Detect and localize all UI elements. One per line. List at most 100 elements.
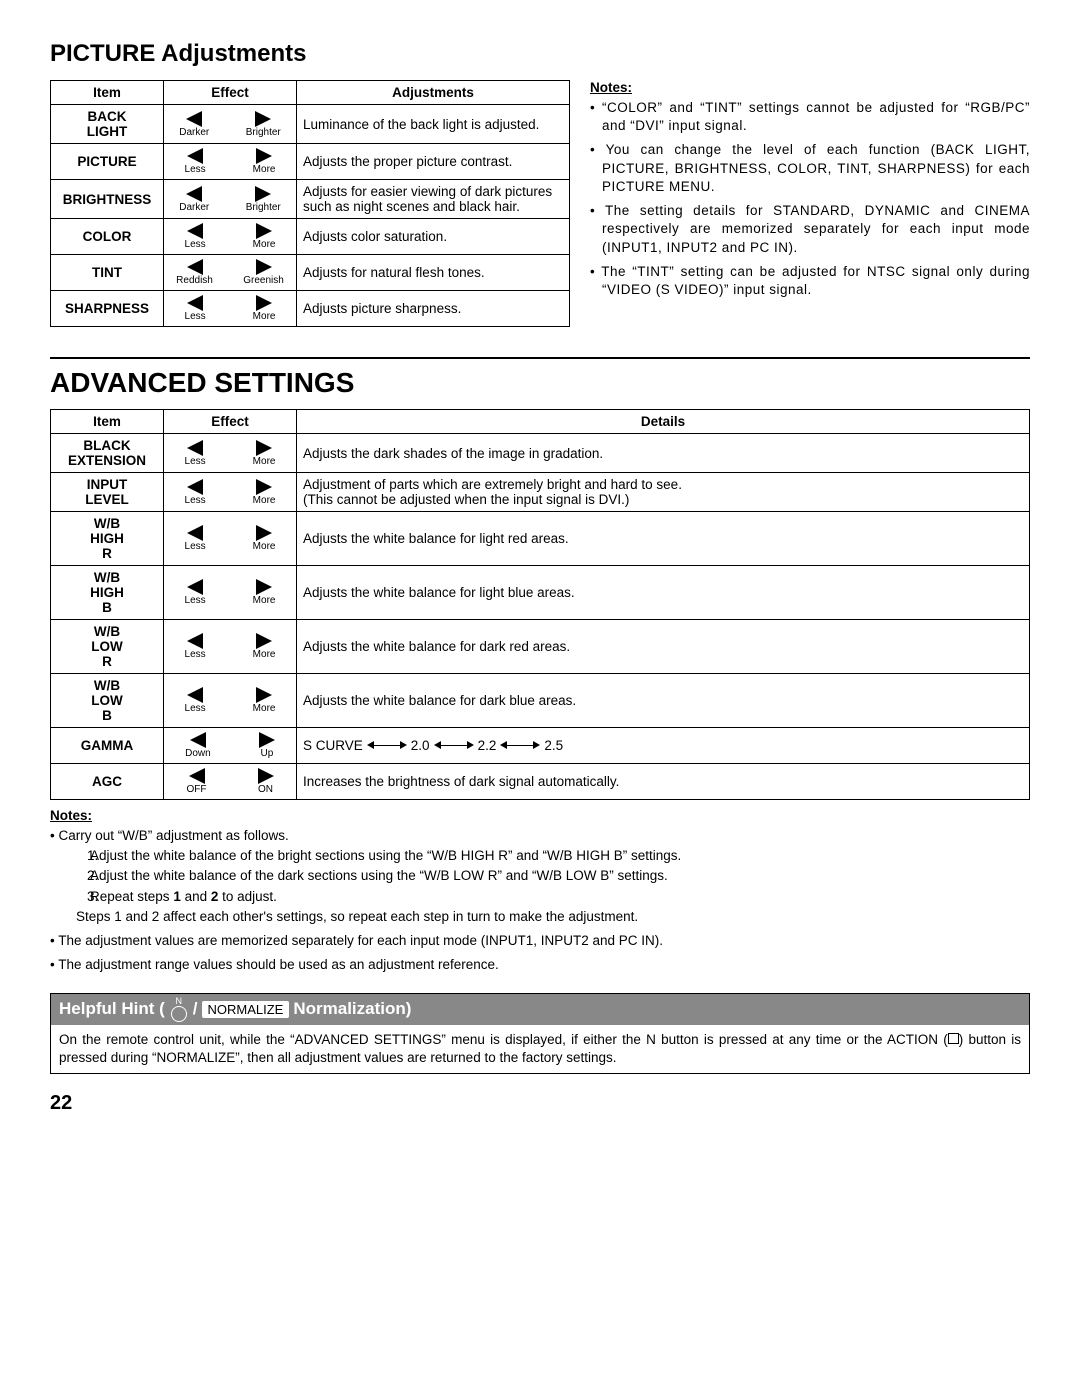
row-effect: Less More [164, 434, 297, 473]
row-adjustment: Adjusts the dark shades of the image in … [297, 434, 1030, 473]
note-item: The adjustment range values should be us… [50, 956, 1030, 974]
table-row: GAMMA Down Up S CURVE2.02.22.5 [51, 728, 1030, 764]
note-item: The adjustment values are memorized sepa… [50, 932, 1030, 950]
row-item: W/BLOWR [51, 620, 164, 674]
arrow-more: Brighter [246, 186, 281, 213]
table-row: BACKLIGHT Darker Brighter Luminance of t… [51, 105, 570, 144]
row-effect: Less More [164, 219, 297, 255]
table-row: AGC OFF ON Increases the brightness of d… [51, 764, 1030, 800]
arrow-more: Brighter [246, 111, 281, 138]
table-row: W/BLOWR Less More Adjusts the white bala… [51, 620, 1030, 674]
triangle-left-icon [187, 223, 203, 239]
row-adjustment: Adjusts the white balance for dark red a… [297, 620, 1030, 674]
triangle-right-icon [256, 633, 272, 649]
arrow-less: Less [185, 579, 206, 606]
arrow-more: Greenish [243, 259, 284, 286]
row-effect: Less More [164, 512, 297, 566]
step-item: Adjust the white balance of the bright s… [102, 847, 1030, 865]
notes-label: Notes: [50, 808, 1030, 823]
table-row: SHARPNESS Less More Adjusts picture shar… [51, 291, 570, 327]
arrow-less: Reddish [176, 259, 213, 286]
row-item: W/BLOWB [51, 674, 164, 728]
table-row: BLACKEXTENSION Less More Adjusts the dar… [51, 434, 1030, 473]
arrow-more: Up [259, 732, 275, 759]
triangle-right-icon [256, 687, 272, 703]
row-item: W/BHIGHB [51, 566, 164, 620]
th-item: Item [51, 81, 164, 105]
row-item: SHARPNESS [51, 291, 164, 327]
table-row: PICTURE Less More Adjusts the proper pic… [51, 144, 570, 180]
notes2-after-steps: Steps 1 and 2 affect each other's settin… [88, 908, 1030, 926]
triangle-left-icon [187, 525, 203, 541]
arrow-more: More [253, 223, 276, 250]
step-item: Adjust the white balance of the dark sec… [102, 867, 1030, 885]
arrow-more: More [253, 479, 276, 506]
triangle-right-icon [255, 186, 271, 202]
arrow-less: Less [185, 223, 206, 250]
row-effect: Less More [164, 473, 297, 512]
arrow-more: More [253, 579, 276, 606]
arrow-less: Less [185, 148, 206, 175]
arrow-less: Darker [179, 111, 209, 138]
row-adjustment: Adjusts the white balance for light blue… [297, 566, 1030, 620]
normalize-button-label: NORMALIZE [202, 1001, 290, 1018]
row-adjustment: Adjusts for natural flesh tones. [297, 255, 570, 291]
notes-bottom: Notes: Carry out “W/B” adjustment as fol… [50, 808, 1030, 975]
th-adjustments: Adjustments [297, 81, 570, 105]
arrow-less: Less [185, 633, 206, 660]
arrow-less: OFF [187, 768, 207, 795]
row-item: INPUTLEVEL [51, 473, 164, 512]
gamma-sequence: S CURVE2.02.22.5 [303, 738, 563, 753]
note-item: The setting details for STANDARD, DYNAMI… [590, 202, 1030, 257]
triangle-right-icon [256, 259, 272, 275]
advanced-settings-table: Item Effect Details BLACKEXTENSION Less … [50, 409, 1030, 800]
row-item: TINT [51, 255, 164, 291]
row-adjustment: Adjustment of parts which are extremely … [297, 473, 1030, 512]
row-effect: Less More [164, 620, 297, 674]
notes-label: Notes: [590, 80, 1030, 95]
row-item: PICTURE [51, 144, 164, 180]
row-effect: Down Up [164, 728, 297, 764]
triangle-right-icon [256, 148, 272, 164]
row-item: BLACKEXTENSION [51, 434, 164, 473]
action-stop-icon [948, 1033, 959, 1044]
hint-title-pre: Helpful Hint ( [59, 999, 165, 1019]
arrow-more: More [253, 295, 276, 322]
row-adjustment: Adjusts color saturation. [297, 219, 570, 255]
row-adjustment: Adjusts for easier viewing of dark pictu… [297, 180, 570, 219]
table-row: INPUTLEVEL Less More Adjustment of parts… [51, 473, 1030, 512]
row-adjustment: Luminance of the back light is adjusted. [297, 105, 570, 144]
row-adjustment: Adjusts the proper picture contrast. [297, 144, 570, 180]
arrow-less: Down [185, 732, 211, 759]
arrow-more: More [253, 687, 276, 714]
row-adjustment: Adjusts picture sharpness. [297, 291, 570, 327]
row-effect: Less More [164, 291, 297, 327]
triangle-left-icon [187, 440, 203, 456]
row-effect: OFF ON [164, 764, 297, 800]
triangle-left-icon [187, 259, 203, 275]
row-effect: Darker Brighter [164, 180, 297, 219]
row-effect: Darker Brighter [164, 105, 297, 144]
triangle-left-icon [186, 186, 202, 202]
arrow-more: More [253, 525, 276, 552]
arrow-less: Less [185, 479, 206, 506]
note-item: You can change the level of each functio… [590, 141, 1030, 196]
arrow-less: Darker [179, 186, 209, 213]
helpful-hint-box: Helpful Hint ( N / NORMALIZE Normalizati… [50, 993, 1030, 1074]
row-effect: Less More [164, 144, 297, 180]
row-item: BACKLIGHT [51, 105, 164, 144]
row-adjustment: Adjusts the white balance for dark blue … [297, 674, 1030, 728]
triangle-left-icon [190, 732, 206, 748]
row-item: GAMMA [51, 728, 164, 764]
triangle-left-icon [186, 111, 202, 127]
row-effect: Less More [164, 674, 297, 728]
notes-top: Notes: “COLOR” and “TINT” settings canno… [590, 80, 1030, 305]
arrow-less: Less [185, 687, 206, 714]
triangle-left-icon [187, 633, 203, 649]
picture-adjustments-table: Item Effect Adjustments BACKLIGHT Darker… [50, 80, 570, 327]
triangle-left-icon [187, 687, 203, 703]
row-item: W/BHIGHR [51, 512, 164, 566]
arrow-more: More [253, 148, 276, 175]
triangle-right-icon [256, 223, 272, 239]
arrow-more: More [253, 633, 276, 660]
